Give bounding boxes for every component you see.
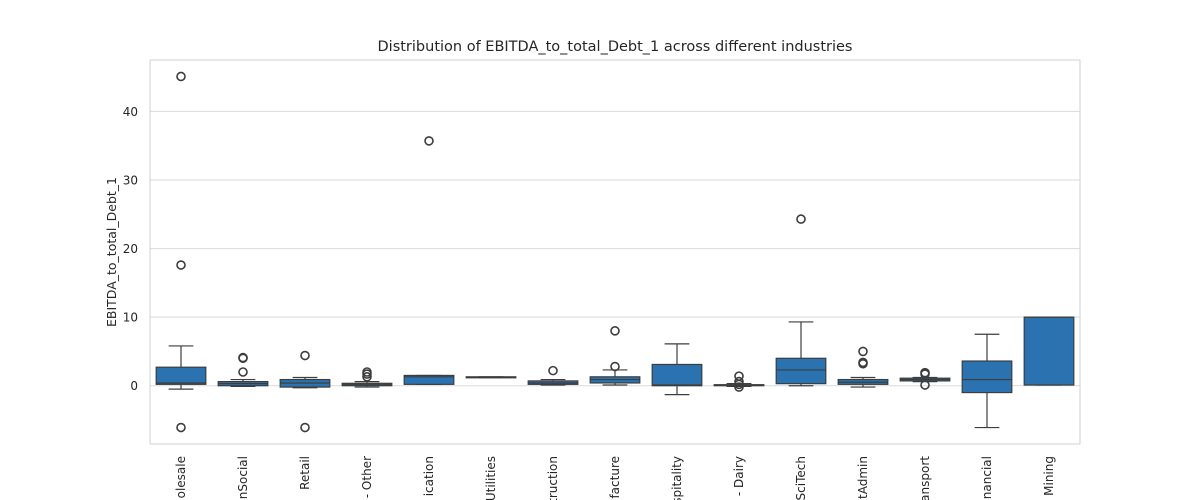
x-tick-labels: olesale nSocial Retail - Other ication Utilit… — [174, 456, 1056, 500]
outlier-point — [362, 369, 372, 379]
box-group — [1023, 316, 1075, 386]
outlier-point — [610, 361, 620, 372]
box-group — [217, 352, 269, 387]
x-tick-label: spitality — [670, 456, 684, 500]
box-group — [465, 376, 517, 379]
outlier-point — [858, 357, 868, 368]
box-group — [341, 367, 393, 388]
y-tick-label: 40 — [123, 105, 138, 119]
y-tick-label: 30 — [123, 174, 138, 188]
grid-lines — [150, 110, 1080, 387]
outlier-point — [734, 379, 744, 390]
y-tick-label: 20 — [123, 242, 138, 256]
outlier-point — [548, 365, 558, 376]
box-group — [961, 333, 1013, 429]
y-axis-label: EBITDA_to_total_Debt_1 — [104, 177, 119, 327]
outlier-point — [238, 367, 248, 377]
outlier-point — [424, 136, 434, 146]
x-tick-label: nancial — [980, 456, 994, 499]
x-tick-label: facture — [608, 456, 622, 499]
iqr-box — [775, 357, 827, 385]
box-group — [775, 214, 827, 387]
iqr-box — [651, 363, 703, 387]
x-tick-label: SciTech — [794, 456, 808, 500]
x-tick-label: - Other — [360, 456, 374, 498]
y-tick-label: 10 — [123, 311, 138, 325]
box-group — [279, 350, 331, 433]
outlier-point — [176, 260, 186, 270]
outlier-point — [300, 350, 310, 361]
iqr-box — [155, 366, 207, 385]
outlier-point — [796, 214, 806, 224]
outlier-point — [610, 326, 620, 336]
iqr-box — [961, 360, 1013, 394]
plot-area-frame — [149, 59, 1081, 445]
box-group — [651, 343, 703, 396]
x-tick-label: Utilities — [484, 456, 498, 500]
iqr-box — [1023, 316, 1075, 386]
box-group — [155, 71, 207, 433]
box-group — [527, 365, 579, 386]
x-tick-label: truction — [546, 456, 560, 500]
outlier-point — [920, 369, 930, 379]
outlier-point — [238, 352, 248, 363]
x-tick-label: - Dairy — [732, 456, 746, 496]
box-group — [713, 371, 765, 392]
iqr-box — [403, 374, 455, 385]
outlier-point — [176, 71, 186, 82]
box-group — [899, 367, 951, 390]
outlier-point — [920, 380, 930, 390]
y-tick-labels: 0 10 20 30 40 — [123, 105, 138, 393]
x-tick-label: ication — [422, 456, 436, 496]
outlier-point — [858, 346, 868, 357]
box-group — [837, 346, 889, 388]
outlier-point — [734, 376, 744, 387]
outlier-point — [734, 382, 744, 392]
box-group — [403, 136, 455, 385]
x-tick-label: olesale — [174, 456, 188, 498]
outlier-point — [300, 422, 310, 433]
x-tick-label: nSocial — [236, 456, 250, 499]
boxes-layer — [155, 71, 1075, 433]
chart-title: Distribution of EBITDA_to_total_Debt_1 a… — [378, 39, 853, 55]
outlier-point — [362, 371, 372, 382]
outlier-point — [176, 422, 186, 433]
x-tick-label: tAdmin — [856, 456, 870, 499]
y-tick-label: 0 — [130, 379, 138, 393]
x-tick-label: Mining — [1042, 456, 1056, 496]
x-tick-label: ansport — [918, 456, 932, 500]
x-tick-label: Retail — [298, 456, 312, 490]
box-group — [589, 326, 641, 386]
